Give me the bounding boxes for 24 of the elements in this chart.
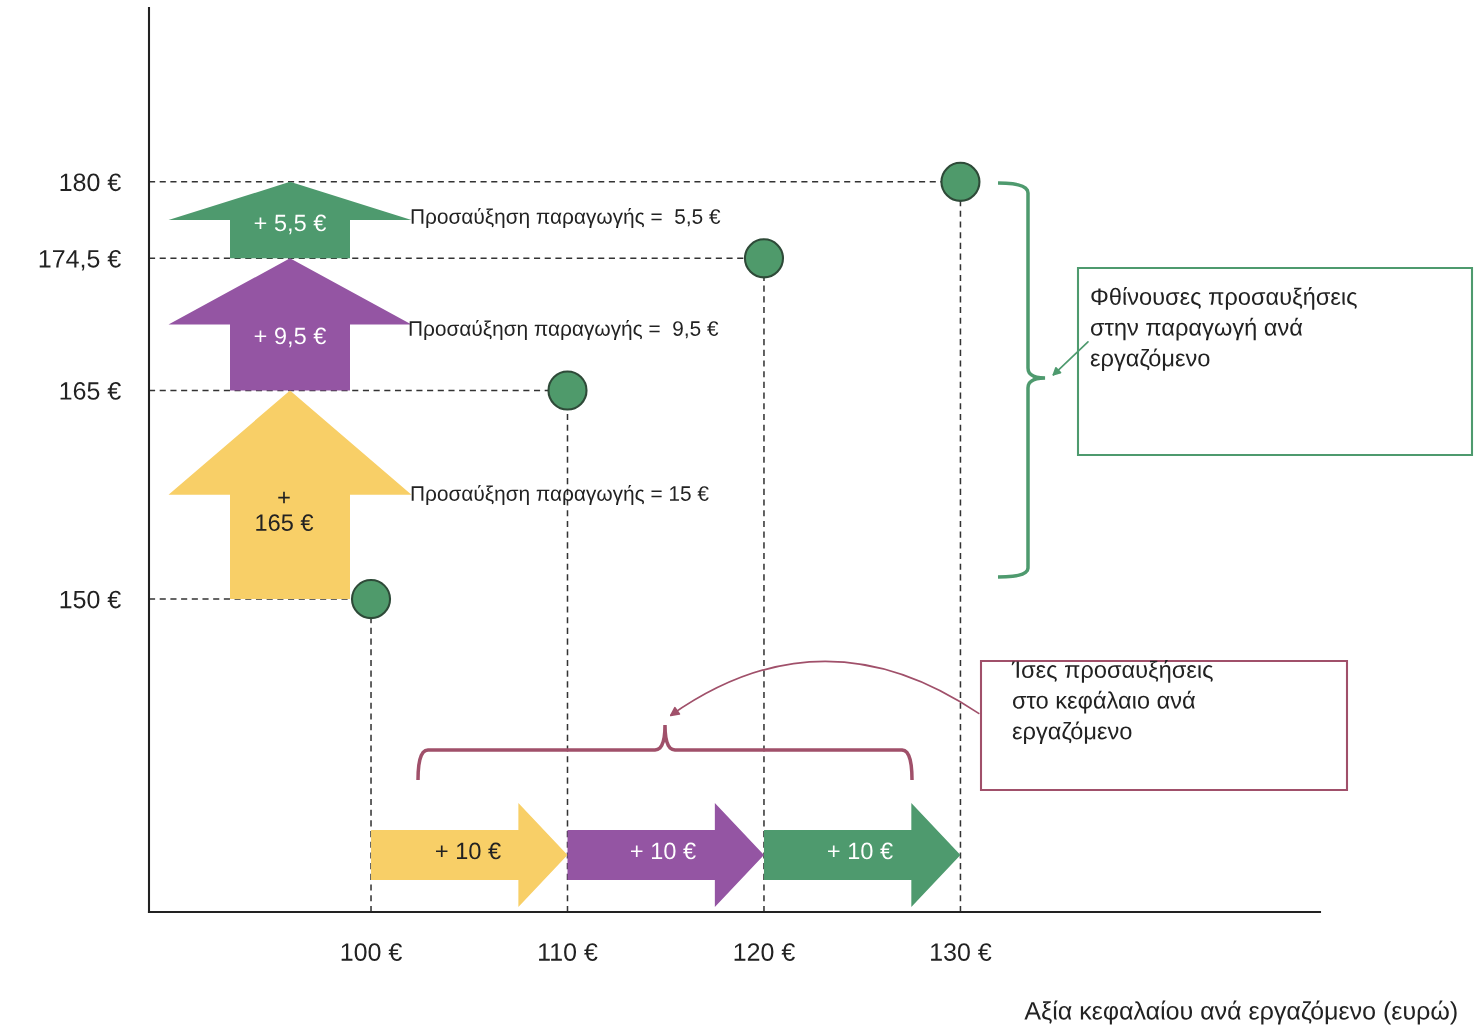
x-tick-label: 100 € xyxy=(341,943,402,961)
y-tick-label: 165 € xyxy=(60,382,121,400)
x-tick-label: 110 € xyxy=(539,943,598,961)
annotation: Προσαύξηση παραγωγής = 5,5 € xyxy=(411,207,721,229)
y-tick-label: 174,5 € xyxy=(39,249,121,271)
point xyxy=(547,370,588,411)
annotation: + 9,5 € xyxy=(254,327,327,348)
annotation: + 5,5 € xyxy=(254,214,327,235)
point xyxy=(940,161,981,202)
point xyxy=(743,238,785,279)
x-tick-label: 120 € xyxy=(734,943,795,961)
annotation: + 10 € xyxy=(436,842,501,860)
annotation: + 165 € xyxy=(256,491,314,532)
annotation: Φθίνουσες προσαυξήσεις στην παραγωγή ανά εργαζόμενο xyxy=(1090,287,1357,372)
y-tick-label: 180 € xyxy=(60,173,121,192)
x-axis-title: Αξία κεφαλαίου ανά εργαζόμενο (ευρώ) xyxy=(1024,1000,1457,1025)
annotation: + 10 € xyxy=(828,842,893,860)
point xyxy=(350,579,392,620)
y-tick-label: 150 € xyxy=(60,590,121,609)
annotation: Ίσες προσαυξήσεις στο κεφάλαιο ανά εργαζόμενο xyxy=(1011,660,1213,745)
x-tick-label: 130 € xyxy=(931,943,992,961)
annotation: Προσαύξηση παραγωγής = 15 € xyxy=(411,484,709,506)
annotation: Προσαύξηση παραγωγής = 9,5 € xyxy=(409,319,719,341)
annotation: + 10 € xyxy=(631,842,696,860)
